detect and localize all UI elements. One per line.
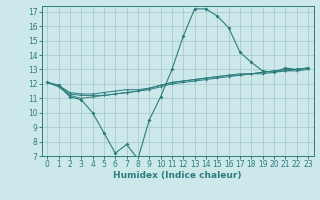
X-axis label: Humidex (Indice chaleur): Humidex (Indice chaleur) [113,171,242,180]
